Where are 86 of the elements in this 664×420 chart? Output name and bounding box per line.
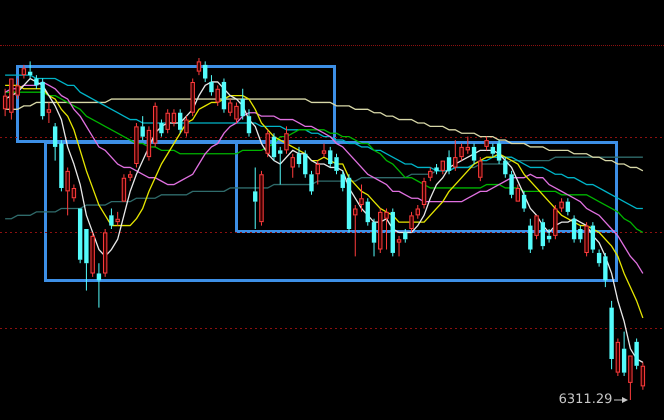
candlestick	[453, 140, 458, 172]
candlestick	[566, 198, 570, 216]
candlestick	[378, 208, 382, 254]
candlestick	[590, 222, 596, 254]
candlestick	[422, 177, 426, 209]
candlestick	[396, 235, 402, 257]
candlestick	[353, 204, 358, 257]
candlestick	[384, 208, 389, 250]
candlestick	[484, 136, 489, 151]
candlestick	[28, 60, 32, 80]
candlestick	[109, 208, 114, 230]
candlestick	[102, 228, 108, 278]
candlestick	[303, 150, 308, 178]
candlestick	[322, 143, 326, 158]
candlestick	[446, 150, 452, 175]
candlestick	[553, 204, 558, 240]
candlestick	[516, 184, 520, 202]
candlestick	[328, 146, 332, 168]
candlestick	[234, 102, 239, 124]
candlestick	[115, 211, 120, 226]
candlestick	[40, 78, 45, 120]
candlestick	[316, 160, 320, 186]
candlestick	[196, 58, 202, 76]
candlestick	[46, 102, 52, 124]
candlestick	[290, 153, 295, 178]
annotation: 6311.29	[558, 392, 612, 408]
candlestick	[372, 218, 376, 257]
candlestick	[434, 164, 439, 175]
candlestick	[22, 64, 26, 80]
candlestick	[134, 122, 139, 168]
candlestick	[140, 116, 145, 141]
candlestick	[609, 300, 614, 370]
candlestick	[628, 356, 633, 400]
candlestick	[359, 184, 364, 212]
candlestick	[409, 211, 414, 233]
candlestick	[459, 143, 464, 162]
candlestick	[472, 143, 476, 165]
candlestick	[284, 126, 289, 154]
candlestick	[522, 190, 526, 212]
candlestick	[534, 215, 539, 240]
candlestick	[616, 338, 620, 377]
candlestick	[240, 88, 245, 120]
candlestick	[416, 204, 420, 220]
candlestick	[159, 119, 164, 138]
candlestick	[184, 116, 189, 138]
candlestick	[634, 338, 639, 370]
candlestick	[390, 208, 395, 257]
candlestick	[253, 166, 258, 230]
candlestick	[15, 78, 20, 100]
candlestick	[222, 78, 226, 114]
candlestick	[190, 78, 195, 117]
candlestick	[509, 170, 514, 199]
candlestick	[96, 262, 102, 308]
candlestick	[216, 84, 220, 106]
candlestick	[478, 156, 482, 182]
candlestick	[272, 132, 276, 162]
candlestick	[128, 170, 132, 182]
candlestick	[346, 174, 352, 233]
candlestick	[340, 170, 345, 192]
candlestick	[90, 232, 95, 278]
candlestick	[309, 170, 314, 196]
candlestick	[503, 156, 508, 178]
candlestick	[366, 198, 370, 226]
candlestick	[146, 126, 152, 162]
candlestick	[246, 108, 252, 138]
candlestick	[259, 170, 264, 226]
candlestick	[640, 362, 646, 390]
candlestick	[34, 74, 39, 90]
candlestick	[584, 222, 589, 257]
candlestick	[546, 228, 552, 244]
candlestick	[334, 153, 339, 175]
candlestick	[559, 198, 564, 212]
candlestick	[203, 60, 208, 82]
candlestick	[466, 136, 470, 154]
candlestick	[622, 331, 626, 377]
candlestick	[496, 140, 502, 165]
candlestick	[490, 143, 496, 158]
candlestick	[403, 228, 408, 244]
candlestick	[528, 218, 533, 254]
candlestick	[172, 108, 176, 127]
candlestick	[152, 102, 158, 148]
candlestick	[228, 98, 232, 117]
candlestick	[278, 146, 282, 186]
candlestick	[428, 166, 432, 182]
candlestick	[540, 218, 546, 250]
candlestick	[440, 160, 445, 175]
